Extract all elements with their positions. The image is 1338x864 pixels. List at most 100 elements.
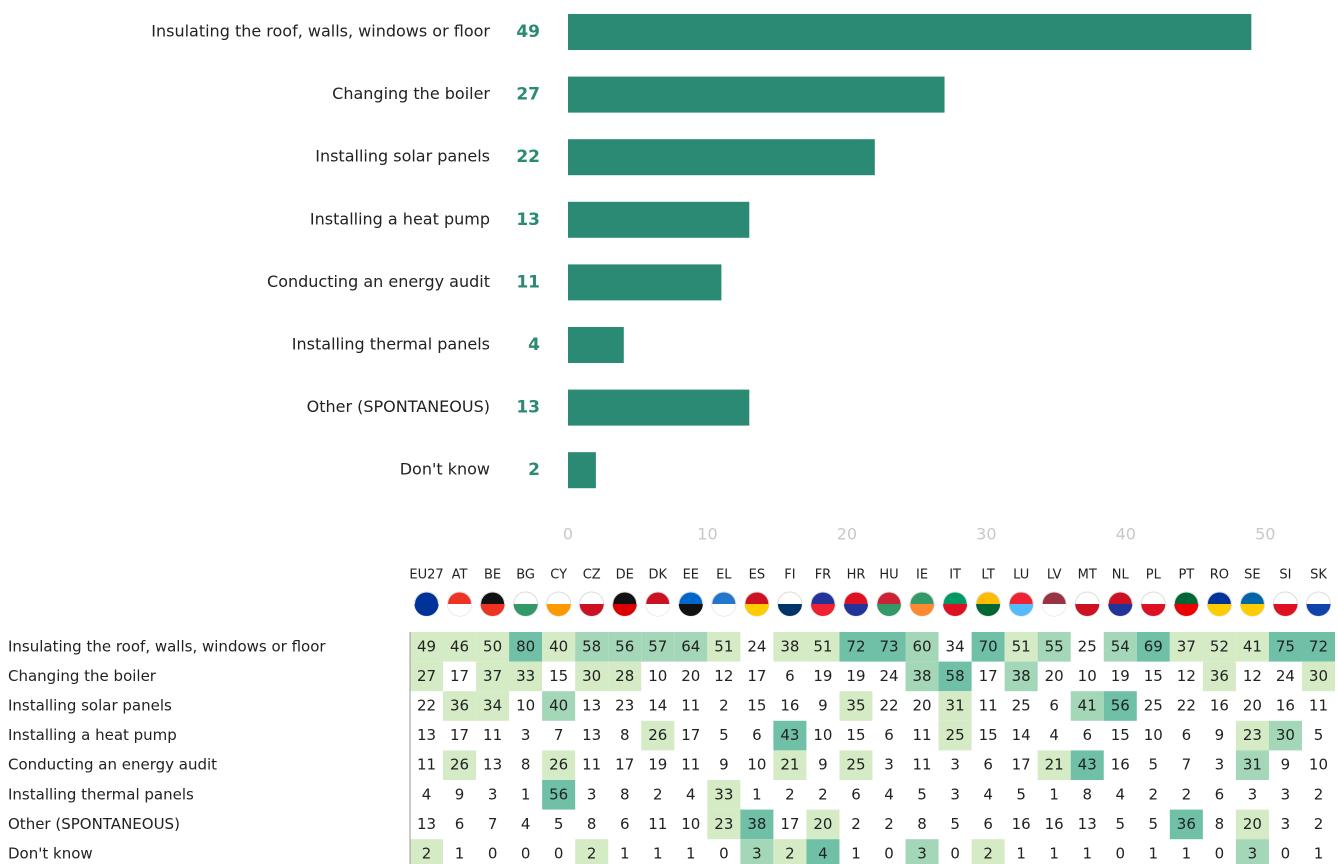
cell-value: 1 — [686, 845, 696, 863]
cell-value: 6 — [455, 815, 465, 833]
heat-cell — [1235, 720, 1269, 751]
heat-cell — [608, 661, 642, 692]
flag — [513, 604, 538, 616]
flag — [1207, 604, 1232, 616]
x-tick-label: 50 — [1255, 525, 1275, 544]
cell-value: 12 — [714, 667, 733, 685]
heat-cell — [971, 632, 1005, 662]
cell-value: 8 — [1082, 785, 1092, 803]
bar — [568, 76, 945, 113]
cell-value: 1 — [851, 845, 861, 863]
column-label: SI — [1279, 568, 1291, 583]
cell-value: 80 — [516, 637, 535, 655]
cell-value: 22 — [1177, 697, 1196, 715]
cell-value: 30 — [1309, 667, 1328, 685]
cell-value: 15 — [549, 667, 568, 685]
cell-value: 11 — [979, 697, 998, 715]
cell-value: 36 — [1177, 815, 1196, 833]
column-label: HU — [879, 568, 898, 583]
cell-value: 1 — [1049, 845, 1059, 863]
cell-value: 56 — [615, 637, 634, 655]
flag — [777, 604, 802, 616]
cell-value: 34 — [946, 637, 965, 655]
cell-value: 0 — [488, 845, 498, 863]
flag — [843, 604, 868, 616]
cell-value: 22 — [417, 697, 436, 715]
cell-value: 10 — [747, 756, 766, 774]
cell-value: 54 — [1111, 637, 1130, 655]
heat-cell — [1268, 632, 1302, 662]
heat-cell — [1235, 750, 1269, 780]
cell-value: 6 — [983, 815, 993, 833]
column-label: DE — [616, 568, 634, 583]
x-tick-label: 40 — [1116, 525, 1136, 544]
cell-value: 3 — [1281, 785, 1291, 803]
value-label: 4 — [528, 335, 540, 355]
cell-value: 56 — [549, 785, 568, 803]
x-tick-label: 0 — [563, 525, 573, 544]
cell-value: 64 — [681, 637, 700, 655]
flag — [1075, 604, 1100, 616]
cell-value: 6 — [983, 756, 993, 774]
cell-value: 33 — [516, 667, 535, 685]
heat-cell — [1202, 632, 1236, 662]
heat-cell — [1301, 632, 1335, 662]
cell-value: 15 — [1144, 667, 1163, 685]
cell-value: 8 — [587, 815, 597, 833]
cell-value: 17 — [979, 667, 998, 685]
flag — [1306, 604, 1331, 616]
heat-cell — [641, 720, 675, 751]
cell-value: 11 — [582, 756, 601, 774]
heat-cell — [1169, 632, 1203, 662]
column-label: RO — [1210, 568, 1229, 583]
column-label: EL — [716, 568, 732, 583]
cell-value: 58 — [582, 637, 601, 655]
cell-value: 6 — [1182, 726, 1192, 744]
cell-value: 4 — [422, 785, 432, 803]
column-label: NL — [1112, 568, 1130, 583]
cell-value: 2 — [719, 697, 729, 715]
cell-value: 13 — [582, 697, 601, 715]
column-label: EE — [683, 568, 699, 583]
cell-value: 50 — [483, 637, 502, 655]
column-label: HR — [847, 568, 866, 583]
cell-value: 1 — [1049, 785, 1059, 803]
column-label: SE — [1244, 568, 1260, 583]
cell-value: 46 — [450, 637, 469, 655]
heat-cell — [905, 661, 939, 692]
column-label: FR — [815, 568, 832, 583]
heat-cell — [707, 809, 741, 840]
heat-cell — [905, 632, 939, 662]
cell-value: 5 — [1314, 726, 1324, 744]
column-label: LU — [1013, 568, 1029, 583]
cell-value: 5 — [719, 726, 729, 744]
cell-value: 3 — [950, 756, 960, 774]
column-label: AT — [452, 568, 468, 583]
category-label: Conducting an energy audit — [267, 272, 490, 291]
cell-value: 40 — [549, 637, 568, 655]
heat-cell — [1037, 750, 1071, 780]
cell-value: 3 — [521, 726, 531, 744]
cell-value: 26 — [648, 726, 667, 744]
flag — [711, 604, 736, 616]
cell-value: 75 — [1276, 637, 1295, 655]
cell-value: 21 — [780, 756, 799, 774]
heat-cell — [1235, 632, 1269, 662]
flag — [943, 604, 968, 616]
flag — [579, 604, 604, 616]
cell-value: 37 — [1177, 637, 1196, 655]
cell-value: 31 — [1243, 756, 1262, 774]
cell-value: 6 — [785, 667, 795, 685]
cell-value: 43 — [780, 726, 799, 744]
cell-value: 13 — [483, 756, 502, 774]
flag — [447, 604, 472, 616]
heat-cell — [1136, 632, 1170, 662]
cell-value: 9 — [719, 756, 729, 774]
heat-cell — [443, 750, 477, 780]
heat-cell — [1070, 750, 1104, 780]
cell-value: 2 — [1314, 815, 1324, 833]
row-label: Insulating the roof, walls, windows or f… — [8, 637, 326, 655]
cell-value: 6 — [752, 726, 762, 744]
cell-value: 2 — [851, 815, 861, 833]
cell-value: 1 — [1016, 845, 1026, 863]
